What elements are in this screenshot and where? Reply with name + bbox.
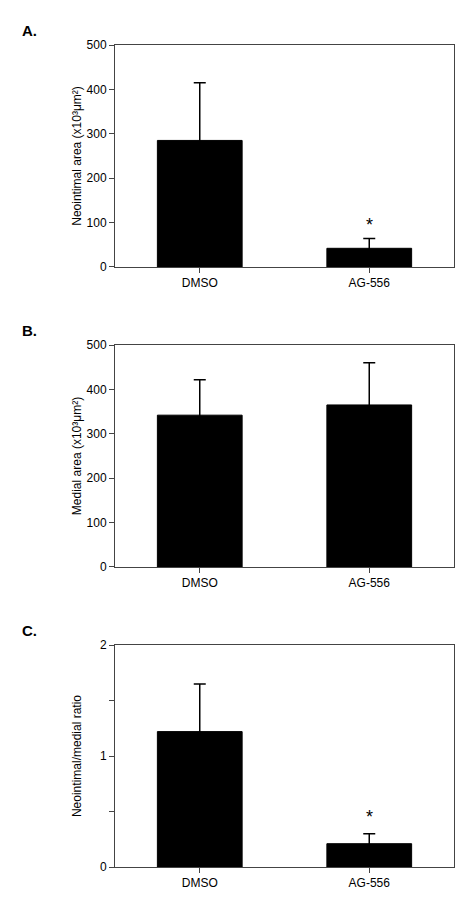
svg-text:2: 2 bbox=[100, 638, 107, 652]
svg-text:DMSO: DMSO bbox=[182, 276, 218, 290]
svg-text:Medial area (x10³μm²): Medial area (x10³μm²) bbox=[70, 397, 84, 515]
svg-text:Neointimal/medial ratio: Neointimal/medial ratio bbox=[70, 695, 84, 817]
svg-text:B.: B. bbox=[22, 322, 37, 339]
svg-text:0: 0 bbox=[100, 860, 107, 874]
svg-text:*: * bbox=[366, 807, 373, 827]
svg-text:1: 1 bbox=[100, 749, 107, 763]
svg-text:500: 500 bbox=[87, 38, 107, 52]
svg-text:0: 0 bbox=[100, 560, 107, 574]
svg-text:500: 500 bbox=[87, 338, 107, 352]
svg-text:200: 200 bbox=[87, 471, 107, 485]
svg-text:AG-556: AG-556 bbox=[349, 276, 391, 290]
svg-text:400: 400 bbox=[87, 383, 107, 397]
svg-text:100: 100 bbox=[87, 216, 107, 230]
svg-text:A.: A. bbox=[22, 22, 37, 39]
svg-text:AG-556: AG-556 bbox=[349, 576, 391, 590]
svg-text:*: * bbox=[366, 215, 373, 235]
svg-text:200: 200 bbox=[87, 171, 107, 185]
svg-text:DMSO: DMSO bbox=[182, 876, 218, 890]
svg-text:C.: C. bbox=[22, 622, 37, 639]
svg-text:AG-556: AG-556 bbox=[349, 876, 391, 890]
svg-text:300: 300 bbox=[87, 427, 107, 441]
svg-text:400: 400 bbox=[87, 83, 107, 97]
svg-text:0: 0 bbox=[100, 260, 107, 274]
svg-text:Neointimal area (x10³μm²): Neointimal area (x10³μm²) bbox=[70, 86, 84, 226]
svg-text:DMSO: DMSO bbox=[182, 576, 218, 590]
svg-text:300: 300 bbox=[87, 127, 107, 141]
svg-text:100: 100 bbox=[87, 516, 107, 530]
